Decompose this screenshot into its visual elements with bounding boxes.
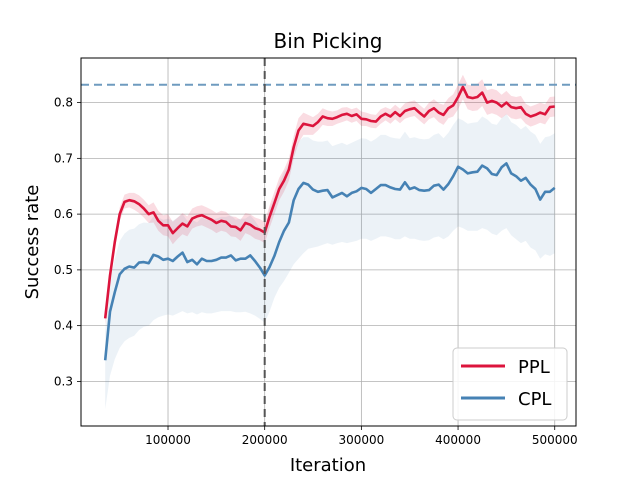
y-tick-label: 0.8 [54,96,73,110]
y-tick-label: 0.5 [54,263,73,277]
legend-label-ppl: PPL [518,357,550,378]
y-axis-title: Success rate [22,185,43,300]
series-lines [103,58,556,426]
x-tick-label: 400000 [435,433,481,447]
y-tick-label: 0.4 [54,319,73,333]
y-tick-label: 0.6 [54,207,73,221]
plot-frame [80,57,577,427]
axis-ticks: 100000 200000 300000 400000 500000 0.3 0.4 0.5 0… [54,96,578,447]
cpl-line [103,162,556,361]
chart-title: Bin Picking [274,29,383,53]
ppl-confidence-band [105,74,555,326]
x-tick-label: 500000 [532,433,578,447]
x-tick-label: 100000 [145,433,191,447]
ppl-line [103,85,555,319]
legend-label-cpl: CPL [518,389,551,410]
y-tick-label: 0.7 [54,151,73,165]
y-tick-label: 0.3 [54,374,73,388]
legend: PPL CPL [452,347,568,421]
x-axis-title: Iteration [290,455,366,476]
x-tick-label: 200000 [242,433,288,447]
x-tick-label: 300000 [338,433,384,447]
